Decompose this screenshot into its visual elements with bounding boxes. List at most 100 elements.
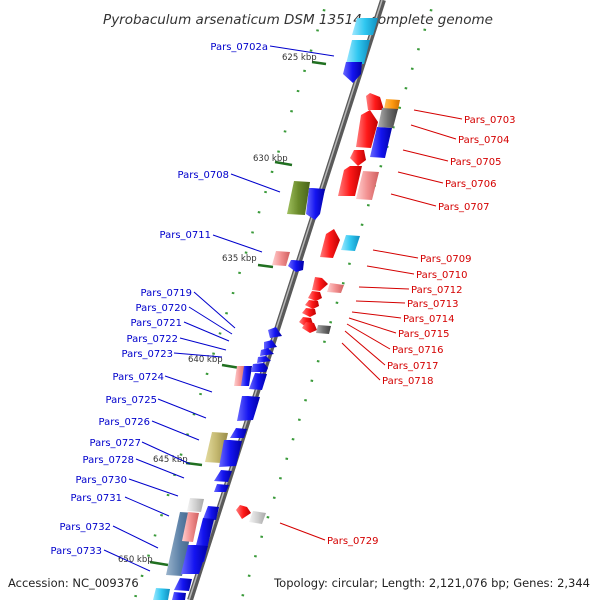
label-pars-0730[interactable]: Pars_0730 [76,475,127,486]
label-pars-0729[interactable]: Pars_0729 [327,536,378,547]
gene-pars-0726[interactable] [230,428,247,438]
outer-tick-30 [241,594,245,597]
gene-pars-0731-grey[interactable] [187,498,204,512]
gene-pars-0731[interactable] [203,506,219,520]
gene-pars-0709[interactable] [320,229,340,258]
gene-pars-0722[interactable] [257,356,271,363]
scale-label-635: 635 kbp [222,254,257,264]
gene-pars-0705[interactable] [370,127,392,158]
label-pars-0727[interactable]: Pars_0727 [90,438,141,449]
inner-tick-11 [251,231,254,234]
gene-pars-0728[interactable] [214,470,232,482]
label-pars-0725[interactable]: Pars_0725 [106,395,157,406]
inner-tick-29 [134,594,138,598]
gene-pars-0702a[interactable] [352,18,378,35]
gene-pars-0707[interactable] [356,171,379,200]
gene-pars-0717[interactable] [302,322,317,333]
gene-pars-0712-pink[interactable] [327,283,344,293]
label-pars-0717[interactable]: Pars_0717 [387,361,438,372]
gene-pars-0723[interactable] [251,363,268,372]
label-pars-0728[interactable]: Pars_0728 [83,455,134,466]
outer-tick-26 [266,516,270,519]
label-pars-0731[interactable]: Pars_0731 [71,493,122,504]
outer-tick-16 [329,321,333,324]
gene-pars-0702a-b[interactable] [346,40,370,64]
gene-pars-0725[interactable] [237,396,260,421]
label-pars-0714[interactable]: Pars_0714 [403,314,454,325]
label-pars-0703[interactable]: Pars_0703 [464,115,515,126]
gene-pars-0705-red[interactable] [350,150,366,166]
inner-tick-8 [270,170,274,174]
outer-tick-23 [285,457,289,460]
inner-tick-7 [277,150,280,153]
gene-pars-0708[interactable] [306,188,325,220]
inner-tick-17 [212,352,215,355]
topology-summary: Topology: circular; Length: 2,121,076 bp… [273,576,590,590]
outer-tick-20 [304,399,307,402]
gene-pars-0727[interactable] [219,440,242,467]
label-pars-0718[interactable]: Pars_0718 [382,376,433,387]
label-pars-0723[interactable]: Pars_0723 [122,349,173,360]
gene-pars-0732-b[interactable] [181,545,208,574]
genome-backbone-highlight [188,0,383,600]
inner-tick-1 [316,29,319,32]
label-pars-0715[interactable]: Pars_0715 [398,329,449,340]
gene-pars-0702-blue[interactable] [343,62,362,83]
gene-pars-0709-cyan[interactable] [341,235,360,251]
label-pars-0721[interactable]: Pars_0721 [131,318,182,329]
gene-pars-0733[interactable] [174,578,192,591]
accession-text: Accession: NC_009376 [8,576,139,590]
outer-tick-0 [429,9,433,12]
label-pars-0732[interactable]: Pars_0732 [60,522,111,533]
gene-pars-0714[interactable] [305,300,319,309]
label-pars-0713[interactable]: Pars_0713 [407,299,458,310]
label-pars-0704[interactable]: Pars_0704 [458,135,509,146]
label-pars-0716[interactable]: Pars_0716 [392,345,443,356]
label-pars-0712[interactable]: Pars_0712 [411,285,462,296]
label-pars-0710[interactable]: Pars_0710 [416,270,467,281]
gene-pars-0732-pink[interactable] [182,512,199,542]
gene-pars-0704-grey[interactable] [378,108,398,128]
gene-pars-0733-b[interactable] [172,592,186,600]
label-pars-0708[interactable]: Pars_0708 [178,170,229,181]
inner-tick-19 [199,392,202,396]
gene-pars-0713[interactable] [308,291,322,301]
label-pars-0724[interactable]: Pars_0724 [113,372,164,383]
label-pars-0706[interactable]: Pars_0706 [445,179,496,190]
gene-pars-0703-orange[interactable] [384,99,400,110]
label-pars-0709[interactable]: Pars_0709 [420,254,471,265]
gene-pars-0729[interactable] [236,505,251,519]
outer-tick-4 [404,87,408,90]
gene-pars-0715[interactable] [302,308,316,317]
inner-tick-20 [192,413,196,416]
gene-pars-0704[interactable] [356,110,378,148]
gene-pars-0724[interactable] [241,366,252,386]
inner-tick-21 [186,433,189,436]
label-pars-0702a[interactable]: Pars_0702a [210,42,268,53]
label-pars-0719[interactable]: Pars_0719 [141,288,192,299]
label-pars-0726[interactable]: Pars_0726 [99,417,150,428]
gene-pars-0711-pink[interactable] [272,251,290,266]
label-pars-0720[interactable]: Pars_0720 [136,303,187,314]
gene-pars-0720[interactable] [264,340,277,349]
outer-tick-14 [341,282,345,285]
label-pars-0733[interactable]: Pars_0733 [51,546,102,557]
gene-pars-0729-grey[interactable] [249,511,266,524]
gene-pars-0733-cyan[interactable] [153,588,170,600]
gene-pars-0703[interactable] [366,93,384,110]
gene-pars-0718[interactable] [316,325,331,334]
label-pars-0711[interactable]: Pars_0711 [160,230,211,241]
label-pars-0707[interactable]: Pars_0707 [438,202,489,213]
gene-pars-0719[interactable] [268,327,282,338]
outer-tick-2 [417,48,420,51]
gene-pars-0721[interactable] [260,348,274,356]
label-pars-0705[interactable]: Pars_0705 [450,157,501,168]
gene-pars-0711[interactable] [288,260,304,272]
gene-pars-0706[interactable] [338,166,362,196]
gene-pars-0708-green[interactable] [287,181,310,215]
gene-pars-0712[interactable] [312,277,328,291]
inner-tick-15 [225,312,228,315]
label-pars-0722[interactable]: Pars_0722 [127,334,178,345]
gene-pars-0730[interactable] [214,484,229,492]
gene-pars-0724-b[interactable] [249,373,267,390]
